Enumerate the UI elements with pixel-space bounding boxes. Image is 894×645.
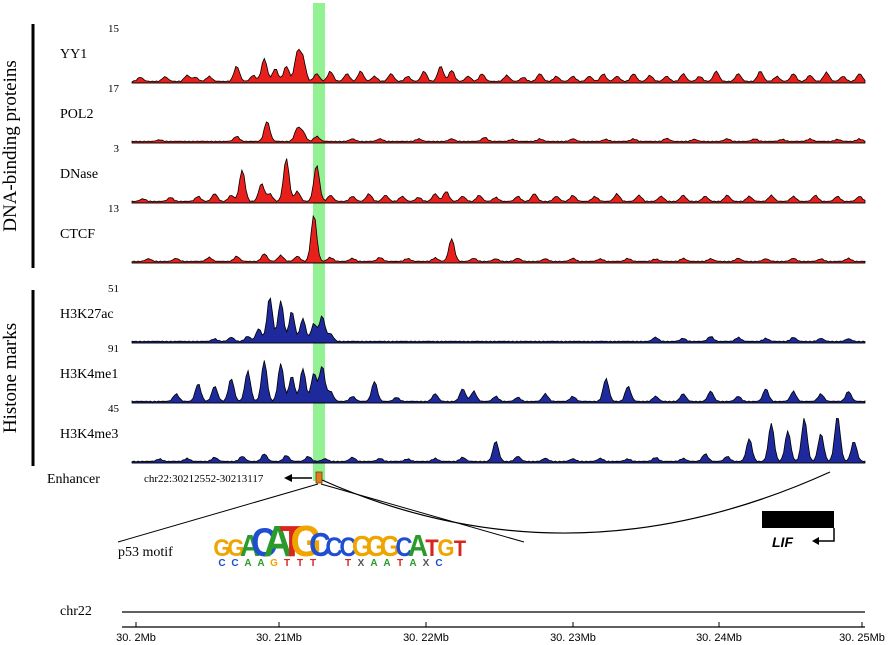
- motif-letter-minor: X: [423, 558, 430, 569]
- motif-letter: G: [227, 534, 244, 561]
- motif-letter-minor: A: [383, 558, 390, 569]
- track-signal: [131, 360, 866, 404]
- motif-letter: T: [454, 537, 466, 561]
- axis-tick-label: 30. 2Mb: [116, 632, 156, 644]
- track-dnase: 3 DNase: [60, 143, 866, 204]
- track-max-label: 17: [108, 83, 120, 95]
- track-pol2: 17 POL2: [60, 83, 866, 144]
- track-signal: [131, 121, 866, 144]
- motif-zoom-left: [117, 483, 319, 543]
- motif-letter: A: [264, 516, 293, 565]
- motif-letter-minor: C: [218, 558, 225, 569]
- enhancer-box: [315, 471, 323, 484]
- track-h3k4me3: 45 H3K4me3: [60, 403, 866, 464]
- motif-letter-minor: T: [397, 558, 403, 569]
- motif-letter: A: [408, 529, 428, 564]
- track-max-label: 15: [108, 23, 120, 35]
- enhancer-highlight: [313, 3, 325, 481]
- motif-letter: G: [352, 530, 372, 562]
- track-name: DNase: [60, 167, 98, 182]
- enhancer-gene-loop: [321, 471, 831, 534]
- motif-letter: A: [240, 529, 260, 564]
- track-name: H3K4me1: [60, 367, 118, 382]
- motif-letter: G: [380, 530, 400, 562]
- track-ctcf: 13 CTCF: [60, 203, 866, 264]
- motif-letter-minor: A: [244, 558, 251, 569]
- lif-tss-arrow-head: [812, 537, 819, 545]
- motif-letter-minor: A: [257, 558, 264, 569]
- track-signal: [131, 158, 866, 204]
- motif-letter: C: [395, 533, 412, 562]
- axis-tick-label: 30. 24Mb: [696, 632, 742, 644]
- motif-letter: T: [425, 534, 438, 561]
- motif-letter: C: [339, 533, 356, 562]
- motif-letter: C: [325, 533, 342, 562]
- track-max-label: 51: [108, 283, 119, 295]
- motif-letter: G: [366, 530, 386, 562]
- track-signal: [131, 417, 866, 464]
- motif-letter: C: [251, 521, 277, 565]
- track-max-label: 3: [114, 143, 120, 155]
- motif-letter-minor: X: [358, 558, 365, 569]
- track-yy1: 15 YY1: [60, 23, 866, 84]
- dna-binding-group-label: DNA-binding proteins: [0, 60, 21, 232]
- track-h3k27ac: 51 H3K27ac: [60, 283, 866, 344]
- track-signal: [131, 214, 866, 264]
- motif-letter-minor: C: [435, 558, 442, 569]
- enhancer-label: Enhancer: [47, 472, 100, 487]
- axis-tick-label: 30. 21Mb: [256, 632, 302, 644]
- motif-letter: T: [280, 516, 305, 565]
- motif-letter-minor: T: [297, 558, 303, 569]
- motif-letter-minor: A: [409, 558, 416, 569]
- lif-gene-label: LIF: [772, 534, 793, 550]
- chrom-label: chr22: [60, 604, 92, 619]
- motif-letter-minor: C: [231, 558, 238, 569]
- axis-tick-label: 30. 25Mb: [839, 632, 885, 644]
- track-name: H3K4me3: [60, 427, 118, 442]
- histone-group-label: Histone marks: [0, 323, 21, 433]
- motif-zoom-right: [320, 483, 525, 543]
- motif-letter: C: [309, 526, 331, 564]
- track-signal: [131, 297, 866, 344]
- motif-letter: G: [213, 534, 230, 561]
- motif-letter-minor: G: [270, 558, 278, 569]
- enhancer-arrow-head: [284, 474, 292, 482]
- track-name: CTCF: [60, 227, 95, 242]
- track-name: YY1: [60, 47, 87, 62]
- motif-letter-minor: A: [370, 558, 377, 569]
- track-max-label: 91: [108, 343, 119, 355]
- axis-ticks: 30. 2Mb 30. 21Mb 30. 22Mb 30. 23Mb 30. 24Mb 3…: [116, 622, 885, 644]
- track-name: POL2: [60, 107, 93, 122]
- motif-label: p53 motif: [118, 545, 173, 560]
- motif-letter: G: [290, 516, 321, 565]
- axis-tick-label: 30. 23Mb: [550, 632, 596, 644]
- track-signal: [131, 48, 866, 84]
- axis-tick-label: 30. 22Mb: [403, 632, 449, 644]
- track-max-label: 45: [108, 403, 120, 415]
- track-max-label: 13: [108, 203, 120, 215]
- motif-letter-minor: T: [310, 558, 316, 569]
- lif-gene-body: [762, 511, 834, 528]
- track-name: H3K27ac: [60, 307, 114, 322]
- enhancer-coords: chr22:30212552-30213117: [144, 473, 264, 485]
- motif-letter-minor: T: [345, 558, 351, 569]
- track-h3k4me1: 91 H3K4me1: [60, 343, 866, 404]
- lif-tss-arrow: [818, 528, 835, 542]
- motif-letter: G: [437, 534, 454, 561]
- signal-tracks: 15 YY1 17 POL2 3 DNase 13 CTCF 51 H3K27ac 91 H3K4me…: [60, 23, 866, 464]
- motif-letter-minor: T: [284, 558, 290, 569]
